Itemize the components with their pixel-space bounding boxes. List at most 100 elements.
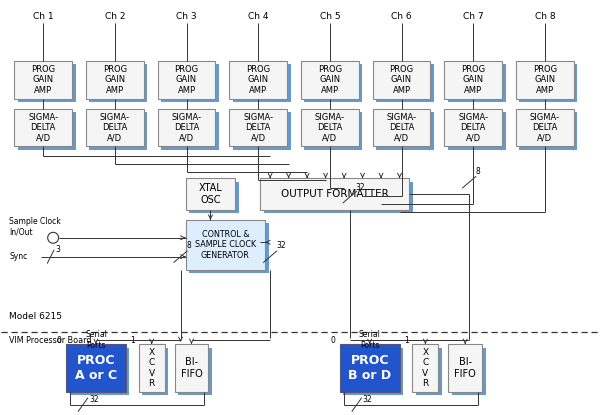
- Text: PROG
GAIN
AMP: PROG GAIN AMP: [318, 65, 342, 95]
- Text: SIGMA-
DELTA
A/D: SIGMA- DELTA A/D: [100, 112, 130, 142]
- FancyBboxPatch shape: [263, 182, 413, 213]
- FancyBboxPatch shape: [233, 112, 290, 150]
- Text: 3: 3: [55, 245, 60, 254]
- Text: Ch 1: Ch 1: [33, 12, 53, 21]
- FancyBboxPatch shape: [185, 220, 265, 270]
- FancyBboxPatch shape: [452, 347, 485, 395]
- Text: BI-
FIFO: BI- FIFO: [454, 357, 476, 379]
- Text: PROG
GAIN
AMP: PROG GAIN AMP: [246, 65, 270, 95]
- FancyBboxPatch shape: [445, 61, 502, 99]
- FancyBboxPatch shape: [304, 112, 362, 150]
- Text: Serial
Ports: Serial Ports: [85, 330, 107, 350]
- Text: 1: 1: [404, 336, 409, 344]
- FancyBboxPatch shape: [14, 109, 72, 146]
- FancyBboxPatch shape: [86, 109, 144, 146]
- Text: PROG
GAIN
AMP: PROG GAIN AMP: [533, 65, 557, 95]
- Text: 32: 32: [356, 183, 365, 192]
- FancyBboxPatch shape: [158, 61, 215, 99]
- FancyBboxPatch shape: [142, 347, 168, 395]
- Text: PROG
GAIN
AMP: PROG GAIN AMP: [175, 65, 199, 95]
- Text: XTAL
OSC: XTAL OSC: [199, 183, 222, 205]
- FancyBboxPatch shape: [185, 178, 235, 210]
- Text: 0: 0: [56, 336, 62, 344]
- FancyBboxPatch shape: [189, 182, 239, 213]
- FancyBboxPatch shape: [139, 344, 164, 392]
- Text: 8: 8: [475, 167, 480, 176]
- FancyBboxPatch shape: [161, 112, 219, 150]
- FancyBboxPatch shape: [178, 347, 212, 395]
- Text: SIGMA-
DELTA
A/D: SIGMA- DELTA A/D: [243, 112, 273, 142]
- FancyBboxPatch shape: [516, 61, 574, 99]
- FancyBboxPatch shape: [412, 344, 439, 392]
- FancyBboxPatch shape: [343, 347, 403, 395]
- Text: SIGMA-
DELTA
A/D: SIGMA- DELTA A/D: [28, 112, 58, 142]
- Text: SIGMA-
DELTA
A/D: SIGMA- DELTA A/D: [386, 112, 416, 142]
- FancyBboxPatch shape: [89, 64, 147, 102]
- Text: Ch 4: Ch 4: [248, 12, 268, 21]
- Text: Ch 3: Ch 3: [176, 12, 197, 21]
- Text: PROG
GAIN
AMP: PROG GAIN AMP: [389, 65, 413, 95]
- FancyBboxPatch shape: [260, 178, 409, 210]
- FancyBboxPatch shape: [304, 64, 362, 102]
- Text: 32: 32: [89, 395, 98, 404]
- FancyBboxPatch shape: [301, 109, 359, 146]
- FancyBboxPatch shape: [520, 64, 577, 102]
- FancyBboxPatch shape: [18, 64, 76, 102]
- Text: 0: 0: [331, 336, 335, 344]
- Text: Ch 8: Ch 8: [535, 12, 555, 21]
- Text: CONTROL &
SAMPLE CLOCK
GENERATOR: CONTROL & SAMPLE CLOCK GENERATOR: [195, 230, 256, 260]
- Text: 32: 32: [363, 395, 373, 404]
- Text: 1: 1: [130, 336, 135, 344]
- FancyBboxPatch shape: [18, 112, 76, 150]
- FancyBboxPatch shape: [340, 344, 400, 392]
- Text: PROC
B or D: PROC B or D: [348, 354, 391, 382]
- FancyBboxPatch shape: [301, 61, 359, 99]
- FancyBboxPatch shape: [14, 61, 72, 99]
- Text: Sync: Sync: [10, 252, 28, 261]
- FancyBboxPatch shape: [376, 64, 434, 102]
- FancyBboxPatch shape: [373, 109, 430, 146]
- FancyBboxPatch shape: [89, 112, 147, 150]
- Text: 32: 32: [276, 241, 286, 250]
- FancyBboxPatch shape: [86, 61, 144, 99]
- FancyBboxPatch shape: [229, 61, 287, 99]
- Text: Ch 7: Ch 7: [463, 12, 484, 21]
- FancyBboxPatch shape: [229, 109, 287, 146]
- FancyBboxPatch shape: [175, 344, 208, 392]
- Text: PROC
A or C: PROC A or C: [75, 354, 117, 382]
- Text: SIGMA-
DELTA
A/D: SIGMA- DELTA A/D: [530, 112, 560, 142]
- FancyBboxPatch shape: [376, 112, 434, 150]
- Text: VIM Processor Board: VIM Processor Board: [10, 336, 92, 345]
- FancyBboxPatch shape: [516, 109, 574, 146]
- FancyBboxPatch shape: [70, 347, 129, 395]
- FancyBboxPatch shape: [189, 223, 269, 273]
- Text: X
C
V
R: X C V R: [149, 348, 155, 388]
- Text: OUTPUT FORMATTER: OUTPUT FORMATTER: [281, 189, 389, 199]
- Text: 8: 8: [187, 241, 191, 250]
- Text: Ch 6: Ch 6: [391, 12, 412, 21]
- Text: PROG
GAIN
AMP: PROG GAIN AMP: [461, 65, 485, 95]
- FancyBboxPatch shape: [161, 64, 219, 102]
- Text: Model 6215: Model 6215: [10, 312, 62, 321]
- FancyBboxPatch shape: [448, 112, 506, 150]
- Text: Ch 2: Ch 2: [104, 12, 125, 21]
- FancyBboxPatch shape: [520, 112, 577, 150]
- FancyBboxPatch shape: [233, 64, 290, 102]
- FancyBboxPatch shape: [66, 344, 126, 392]
- Text: BI-
FIFO: BI- FIFO: [181, 357, 202, 379]
- Text: SIGMA-
DELTA
A/D: SIGMA- DELTA A/D: [458, 112, 488, 142]
- Text: X
C
V
R: X C V R: [422, 348, 428, 388]
- FancyBboxPatch shape: [158, 109, 215, 146]
- FancyBboxPatch shape: [416, 347, 442, 395]
- Text: SIGMA-
DELTA
A/D: SIGMA- DELTA A/D: [315, 112, 345, 142]
- FancyBboxPatch shape: [448, 344, 482, 392]
- Text: Sample Clock
In/Out: Sample Clock In/Out: [10, 217, 61, 237]
- Text: Ch 5: Ch 5: [320, 12, 340, 21]
- Text: PROG
GAIN
AMP: PROG GAIN AMP: [31, 65, 55, 95]
- Text: Serial
Ports: Serial Ports: [359, 330, 380, 350]
- FancyBboxPatch shape: [448, 64, 506, 102]
- Text: SIGMA-
DELTA
A/D: SIGMA- DELTA A/D: [172, 112, 202, 142]
- Text: PROG
GAIN
AMP: PROG GAIN AMP: [103, 65, 127, 95]
- FancyBboxPatch shape: [373, 61, 430, 99]
- FancyBboxPatch shape: [445, 109, 502, 146]
